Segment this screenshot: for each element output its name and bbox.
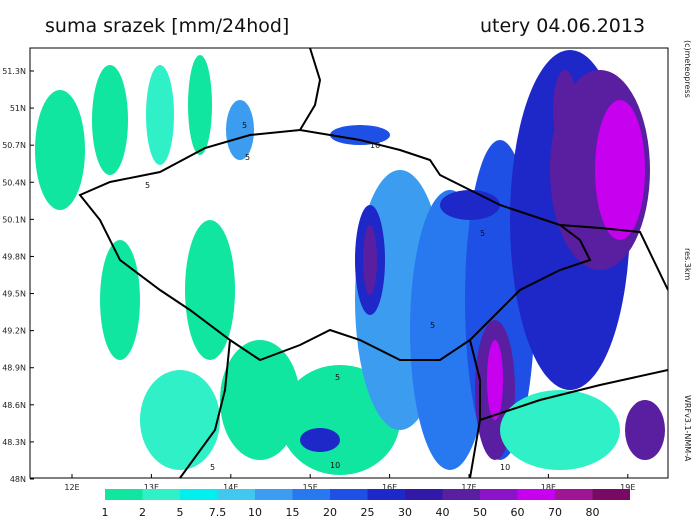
legend-swatch [180, 489, 218, 500]
latitude-label: 51N [10, 104, 26, 113]
legend-swatch [405, 489, 443, 500]
latitude-label: 48.3N [2, 438, 26, 447]
contour-label: 10 [500, 463, 510, 472]
contour-labels: 5 5 5 10 5 10 5 10 5 5 [145, 121, 510, 472]
legend-swatch [255, 489, 293, 500]
legend-label: 70 [548, 506, 562, 519]
legend-swatch [367, 489, 405, 500]
longitude-label: 17E [461, 483, 476, 492]
latitude-label: 48.6N [2, 401, 26, 410]
model: WRFv3.1-NMM-A [683, 395, 692, 462]
legend-swatch [592, 489, 630, 500]
borders [78, 48, 668, 478]
legend-swatch [555, 489, 593, 500]
resolution: res.3km [683, 248, 692, 280]
contour-label: 5 [210, 463, 215, 472]
legend-label: 80 [586, 506, 600, 519]
longitude-label: 18E [541, 483, 556, 492]
map-title: suma srazek [mm/24hod] [45, 15, 289, 37]
longitude-label: 12E [64, 483, 79, 492]
legend-swatch [517, 489, 555, 500]
latitude-label: 51.3N [2, 67, 26, 76]
legend-label: 20 [323, 506, 337, 519]
latitude-label: 50.1N [2, 215, 26, 224]
longitude-label: 14E [223, 483, 238, 492]
legend-swatch [442, 489, 480, 500]
legend-swatch [217, 489, 255, 500]
contour-label: 10 [370, 141, 380, 150]
contour-label: 10 [330, 461, 340, 470]
latitude-axis: 51.3N 51N 50.7N 50.4N 50.1N 49.8N 49.5N 49.2N 48… [2, 67, 34, 484]
contour-label: 5 [480, 229, 485, 238]
legend-swatch [480, 489, 518, 500]
latitude-label: 50.7N [2, 141, 26, 150]
legend-label: 30 [398, 506, 412, 519]
longitude-label: 13E [144, 483, 159, 492]
legend: 1 2 5 7.5 10 15 20 25 30 40 50 60 70 80 [102, 489, 630, 519]
longitude-axis: 12E 13E 14E 15E 16E 17E 18E 19E [64, 474, 635, 492]
legend-label: 7.5 [209, 506, 227, 519]
legend-label: 2 [139, 506, 146, 519]
latitude-label: 48.9N [2, 364, 26, 373]
contour-label: 5 [430, 321, 435, 330]
legend-swatch [330, 489, 368, 500]
latitude-label: 49.5N [2, 290, 26, 299]
latitude-label: 49.2N [2, 327, 26, 336]
legend-label: 1 [102, 506, 109, 519]
copyright: (c)meteopress [683, 40, 692, 98]
latitude-label: 50.4N [2, 178, 26, 187]
legend-label: 25 [361, 506, 375, 519]
longitude-label: 19E [620, 483, 635, 492]
contour-label: 5 [145, 181, 150, 190]
contour-label: 5 [242, 121, 247, 130]
legend-swatch [105, 489, 143, 500]
map-date: utery 04.06.2013 [480, 15, 645, 37]
contour-label: 5 [335, 373, 340, 382]
latitude-label: 48N [10, 475, 26, 484]
legend-swatch [292, 489, 330, 500]
legend-label: 5 [177, 506, 184, 519]
legend-label: 40 [436, 506, 450, 519]
legend-label: 60 [511, 506, 525, 519]
contour-label: 5 [245, 153, 250, 162]
legend-label: 50 [473, 506, 487, 519]
longitude-label: 15E [303, 483, 318, 492]
precipitation-field [35, 50, 665, 475]
longitude-label: 16E [382, 483, 397, 492]
legend-label: 15 [286, 506, 300, 519]
legend-label: 10 [248, 506, 262, 519]
latitude-label: 49.8N [2, 252, 26, 261]
legend-swatch [142, 489, 180, 500]
